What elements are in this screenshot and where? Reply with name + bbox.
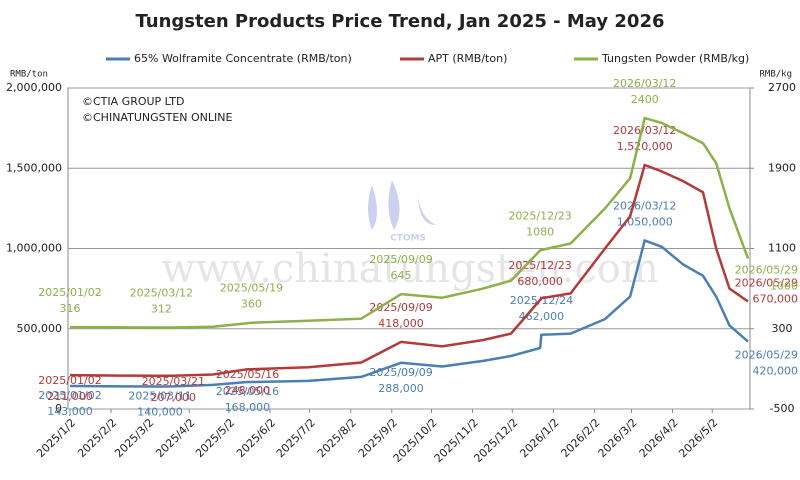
logo-text: CTOMS: [390, 234, 426, 244]
data-label: 316: [60, 302, 81, 315]
data-label: 207,000: [151, 391, 197, 404]
chart-title: Tungsten Products Price Trend, Jan 2025 …: [135, 11, 664, 32]
y2-tick-label: 2700: [768, 81, 796, 94]
legend-label: 65% Wolframite Concentrate (RMB/ton): [134, 52, 352, 65]
data-label-date: 2025/12/23: [508, 210, 571, 223]
data-label: 680,000: [517, 275, 563, 288]
data-label: 288,000: [378, 382, 424, 395]
data-label-date: 2026/05/29: [735, 349, 798, 362]
series-line: [69, 163, 749, 378]
data-label-date: 2026/03/12: [613, 77, 676, 90]
y2-tick-label: 1900: [768, 161, 796, 174]
data-label: 143,000: [47, 405, 93, 418]
y-tick-label: 1,500,000: [6, 161, 62, 174]
y-tick-label: 0: [55, 402, 62, 415]
data-label-date: 2025/03/21: [142, 375, 205, 388]
data-label-date: 2025/01/02: [38, 286, 101, 299]
data-label: 360: [241, 298, 262, 311]
y-axis-label: RMB/ton: [10, 70, 48, 80]
y2-tick-label: -500: [770, 402, 795, 415]
y-tick-label: 1,000,000: [6, 242, 62, 255]
data-label: 1080: [526, 226, 554, 239]
data-label: 1,050,000: [617, 215, 673, 228]
annotation: ©CTIA GROUP LTD: [82, 95, 184, 108]
data-label-date: 2026/03/12: [613, 199, 676, 212]
y-tick-label: 500,000: [17, 322, 63, 335]
y2-tick-label: 300: [772, 322, 793, 335]
legend-label: APT (RMB/ton): [428, 52, 507, 65]
data-label: 418,000: [378, 317, 424, 330]
data-label-date: 2025/12/24: [510, 294, 573, 307]
data-label-date: 2025/05/16: [216, 368, 279, 381]
data-label-date: 2025/09/09: [369, 366, 432, 379]
data-label-date: 2025/01/02: [38, 374, 101, 387]
data-label: 168,000: [225, 401, 271, 414]
data-label-date: 2025/03/12: [130, 287, 193, 300]
data-label: 1000: [770, 280, 798, 293]
annotation: ©CHINATUNGSTEN ONLINE: [82, 111, 232, 124]
data-label-date: 2025/12/23: [508, 259, 571, 272]
data-label: 1,520,000: [617, 140, 673, 153]
data-label-date: 2025/09/09: [369, 253, 432, 266]
y2-axis-label: RMB/kg: [759, 70, 792, 80]
data-label-date: 2025/05/19: [220, 282, 283, 295]
data-label: 211,000: [47, 390, 93, 403]
data-label-date: 2026/05/29: [735, 264, 798, 277]
logo: CTOMS: [368, 180, 436, 244]
data-label: 248,000: [225, 384, 271, 397]
watermark: www.chinatungsten.com: [161, 246, 659, 292]
data-label: 312: [151, 303, 172, 316]
data-label: 670,000: [753, 292, 799, 305]
data-label: 420,000: [753, 365, 799, 378]
legend-label: Tungsten Powder (RMB/kg): [601, 52, 749, 65]
data-label-date: 2026/05/29: [735, 276, 798, 289]
data-label: 140,000: [137, 406, 183, 419]
data-label-date: 2026/03/12: [613, 124, 676, 137]
data-label-date: 2025/03/11: [128, 390, 191, 403]
data-label: 645: [391, 269, 412, 282]
series-line: [69, 238, 749, 388]
series-line: [69, 116, 750, 329]
data-label-date: 2025/01/02: [38, 389, 101, 402]
y2-tick-label: 1100: [768, 242, 796, 255]
data-label-date: 2025/05/16: [216, 385, 279, 398]
y-tick-label: 2,000,000: [6, 81, 62, 94]
data-label: 2400: [631, 93, 659, 106]
